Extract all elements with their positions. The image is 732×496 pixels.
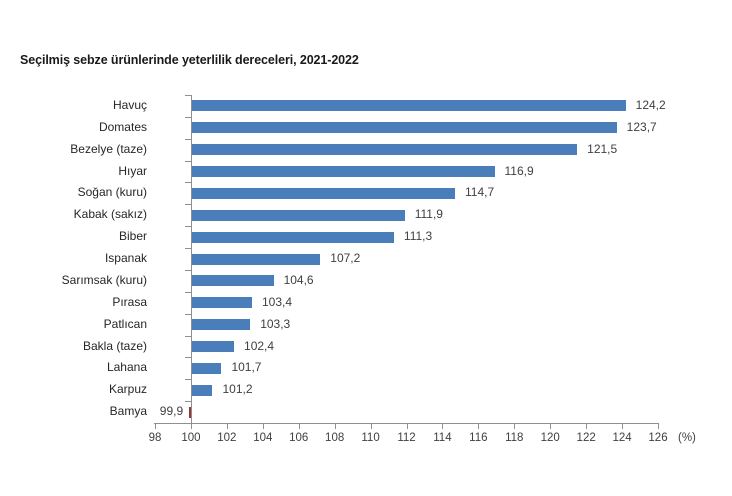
x-axis-tick bbox=[586, 424, 588, 429]
value-label: 124,2 bbox=[635, 98, 666, 112]
y-axis-tick bbox=[184, 204, 191, 206]
y-axis-tick bbox=[184, 138, 191, 140]
category-label: Bakla (taze) bbox=[82, 338, 147, 353]
x-axis-tick bbox=[298, 424, 300, 429]
bar bbox=[191, 362, 222, 374]
bar bbox=[191, 275, 274, 287]
bar bbox=[191, 384, 213, 396]
x-tick-label: 122 bbox=[576, 432, 596, 444]
x-tick-label: 114 bbox=[433, 432, 452, 444]
bar bbox=[191, 319, 251, 331]
x-axis-tick bbox=[262, 424, 264, 429]
value-label: 101,7 bbox=[231, 360, 262, 375]
category-label: Pırasa bbox=[112, 294, 147, 309]
category-label: Ispanak bbox=[104, 251, 147, 266]
category-label: Patlıcan bbox=[103, 316, 147, 331]
x-tick-label: 108 bbox=[325, 432, 345, 444]
y-axis-tick bbox=[184, 269, 191, 271]
value-label: 99,9 bbox=[159, 404, 184, 419]
y-axis-tick bbox=[184, 116, 191, 118]
category-label: Bezelye (taze) bbox=[70, 141, 147, 156]
x-tick-label: 104 bbox=[253, 432, 273, 444]
bar bbox=[191, 122, 617, 134]
value-label: 101,2 bbox=[222, 382, 253, 397]
bar bbox=[191, 144, 578, 156]
x-tick-label: 116 bbox=[469, 432, 488, 444]
x-axis-tick bbox=[622, 424, 624, 429]
value-label: 111,9 bbox=[414, 207, 443, 222]
category-label: Sarımsak (kuru) bbox=[61, 272, 147, 287]
category-label: Karpuz bbox=[108, 382, 147, 397]
x-axis-tick bbox=[155, 424, 156, 429]
y-axis-tick bbox=[184, 226, 191, 228]
category-label: Havuç bbox=[112, 98, 147, 112]
value-label: 123,7 bbox=[626, 119, 657, 134]
x-tick-label: 124 bbox=[612, 432, 632, 444]
category-label: Bamya bbox=[109, 404, 147, 419]
bar bbox=[191, 253, 321, 265]
value-label: 116,9 bbox=[504, 163, 534, 178]
bar bbox=[191, 100, 626, 112]
y-axis-line bbox=[190, 95, 192, 423]
x-axis-tick bbox=[658, 424, 659, 429]
value-label: 102,4 bbox=[244, 338, 275, 353]
x-axis-tick bbox=[514, 424, 516, 429]
x-tick-label: 110 bbox=[361, 432, 380, 444]
category-label: Biber bbox=[118, 229, 147, 244]
x-axis-line bbox=[154, 423, 659, 424]
x-tick-label: 112 bbox=[397, 432, 416, 444]
x-axis-tick bbox=[550, 424, 552, 429]
x-tick-label: 98 bbox=[148, 432, 162, 444]
bar bbox=[189, 406, 191, 418]
y-axis-tick bbox=[184, 313, 191, 315]
bar bbox=[191, 209, 405, 221]
value-label: 104,6 bbox=[283, 272, 314, 287]
y-axis-tick bbox=[184, 95, 191, 96]
value-label: 121,5 bbox=[587, 141, 618, 156]
bar bbox=[191, 297, 252, 309]
x-axis-tick bbox=[226, 424, 228, 429]
category-label: Domates bbox=[98, 119, 147, 134]
x-tick-label: 100 bbox=[181, 432, 201, 444]
bar bbox=[191, 231, 394, 243]
value-label: 114,7 bbox=[465, 185, 495, 200]
x-axis-tick bbox=[370, 424, 372, 429]
x-axis-tick bbox=[334, 424, 336, 429]
x-tick-label: 120 bbox=[540, 432, 560, 444]
value-label: 103,3 bbox=[260, 316, 291, 331]
value-label: 103,4 bbox=[262, 294, 293, 309]
category-label: Hıyar bbox=[118, 163, 147, 178]
x-axis-tick bbox=[478, 424, 480, 429]
bar bbox=[191, 340, 235, 352]
x-tick-label: 118 bbox=[505, 432, 524, 444]
chart-title: Seçilmiş sebze ürünlerinde yeterlilik de… bbox=[20, 53, 359, 67]
y-axis-tick bbox=[184, 423, 191, 424]
y-axis-tick bbox=[184, 357, 191, 359]
x-tick-label: 106 bbox=[289, 432, 309, 444]
x-axis-unit-label: (%) bbox=[678, 432, 696, 444]
category-label: Kabak (sakız) bbox=[73, 207, 147, 222]
y-axis-tick bbox=[184, 379, 191, 381]
y-axis-tick bbox=[184, 182, 191, 184]
bar bbox=[191, 187, 455, 199]
x-axis-tick bbox=[406, 424, 408, 429]
value-label: 111,3 bbox=[403, 229, 433, 244]
x-axis-tick bbox=[442, 424, 444, 429]
y-axis-tick bbox=[184, 401, 191, 403]
y-axis-tick bbox=[184, 160, 191, 162]
category-label: Lahana bbox=[106, 360, 147, 375]
y-axis-tick bbox=[184, 248, 191, 250]
value-label: 107,2 bbox=[330, 251, 361, 266]
category-label: Soğan (kuru) bbox=[77, 185, 147, 200]
x-axis-tick bbox=[190, 424, 192, 429]
y-axis-tick bbox=[184, 335, 191, 337]
y-axis-tick bbox=[184, 291, 191, 293]
bar bbox=[191, 166, 495, 178]
x-tick-label: 126 bbox=[648, 432, 668, 444]
x-tick-label: 102 bbox=[217, 432, 237, 444]
